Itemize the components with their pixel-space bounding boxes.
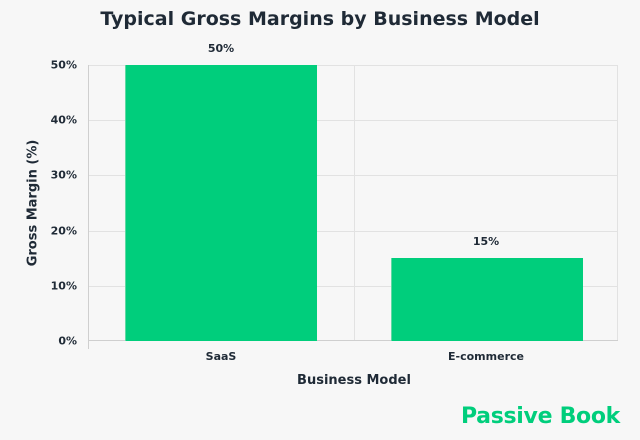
x-tick-saas: SaaS <box>205 350 237 363</box>
y-tick: 0% <box>58 334 77 348</box>
gridline <box>88 231 618 232</box>
y-tick: 10% <box>50 279 77 293</box>
plot-area <box>88 65 618 349</box>
y-axis-line <box>88 65 89 349</box>
x-tick-ecommerce: E-commerce <box>448 350 524 363</box>
x-axis-label: Business Model <box>297 373 411 388</box>
gridline-vertical <box>354 65 355 341</box>
gridline <box>88 120 618 121</box>
y-tick: 40% <box>50 113 77 127</box>
y-tick: 20% <box>50 224 77 238</box>
data-label-saas: 50% <box>207 42 235 55</box>
y-tick: 50% <box>50 58 77 72</box>
y-axis-label: Gross Margin (%) <box>25 139 41 267</box>
x-axis-line <box>88 340 618 341</box>
y-tick: 30% <box>50 168 77 182</box>
data-label-ecommerce: 15% <box>472 235 500 248</box>
brand-logo: Passive Book <box>460 404 620 429</box>
chart-title: Typical Gross Margins by Business Model <box>100 8 540 30</box>
bar-saas <box>125 65 317 341</box>
gridline-vertical <box>617 65 618 341</box>
gridline <box>88 175 618 176</box>
gridline <box>88 65 618 66</box>
gridline <box>88 286 618 287</box>
bar-ecommerce <box>391 258 583 341</box>
